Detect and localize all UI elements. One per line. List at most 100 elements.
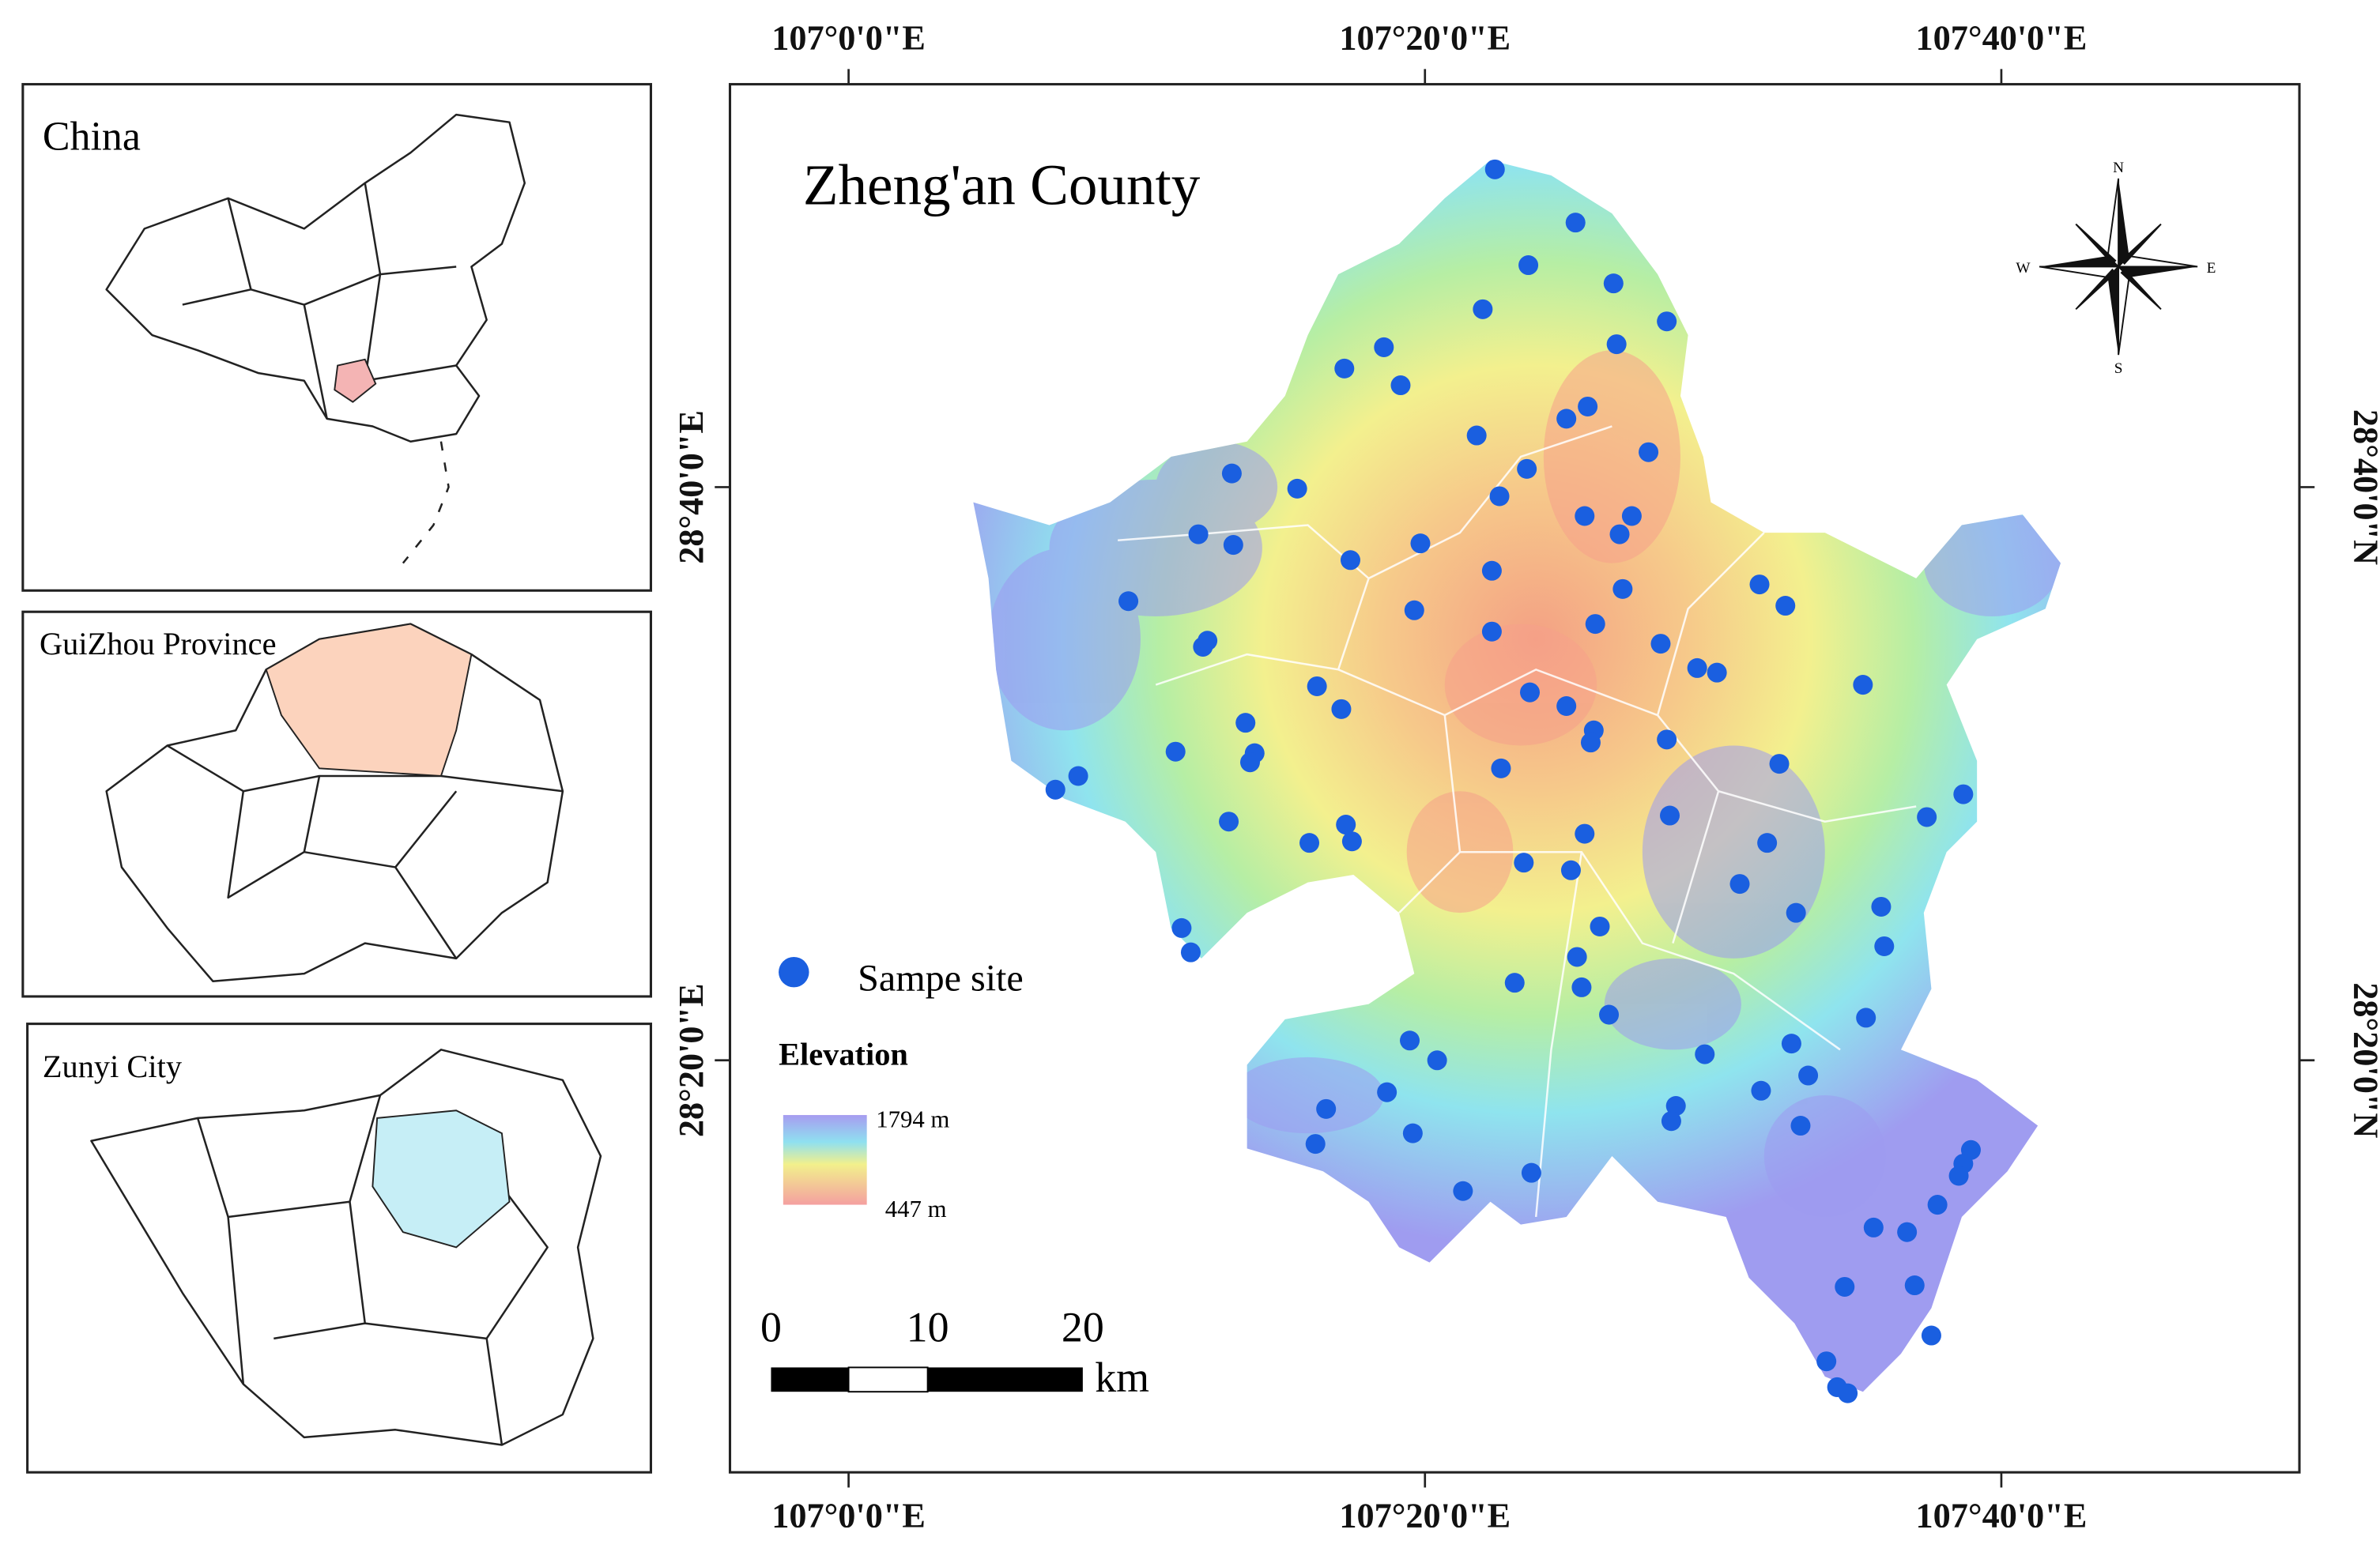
sample-site <box>1180 942 1201 962</box>
scale-bar <box>771 1366 1083 1393</box>
sample-site <box>1650 634 1671 654</box>
sample-site <box>1521 1162 1541 1183</box>
sample-site <box>1518 255 1539 276</box>
sample-site <box>1590 916 1610 936</box>
elevation-ramp <box>783 1115 867 1205</box>
legend-label: Sampe site <box>858 957 1024 999</box>
inset-frame <box>26 1023 652 1474</box>
lowland-patch <box>1444 623 1597 746</box>
south-sea-islands <box>402 441 450 564</box>
highland-patch <box>1604 958 1741 1050</box>
sample-site <box>1334 358 1355 379</box>
sample-site <box>1336 815 1356 835</box>
zhengan-highlight <box>372 1109 511 1249</box>
sample-site <box>1484 159 1505 179</box>
sample-site <box>1068 766 1088 786</box>
sample-site <box>1198 631 1218 651</box>
sample-site <box>1118 591 1139 612</box>
sample-site <box>1578 396 1598 416</box>
sample-site <box>1165 741 1186 762</box>
sample-site <box>1953 784 1974 804</box>
county-area <box>973 160 2061 1392</box>
sample-site <box>1410 533 1431 554</box>
sample-site <box>1863 1217 1884 1237</box>
sample-site <box>1621 506 1642 526</box>
sample-site <box>1390 375 1411 396</box>
sample-site <box>1045 779 1066 800</box>
sample-site <box>1853 675 1873 695</box>
zunyi-highlight <box>265 623 473 778</box>
inset-frame <box>21 83 652 592</box>
sample-site <box>1603 273 1624 294</box>
scale-unit: km <box>1095 1354 1149 1401</box>
legend-title: Elevation <box>779 1037 908 1072</box>
sample-site <box>1749 574 1770 595</box>
scale-label: 0 <box>760 1304 782 1351</box>
sample-site <box>1489 486 1510 507</box>
sample-site <box>1374 337 1394 357</box>
sample-site <box>1695 1044 1715 1064</box>
guizhou-prefectures <box>166 744 564 959</box>
longitude-label: 107°20'0"E <box>1339 1496 1511 1535</box>
inset-title: China <box>43 114 141 159</box>
sample-site <box>1466 425 1487 446</box>
sample-site <box>1660 805 1680 826</box>
sample-site <box>1560 860 1581 880</box>
sample-site <box>1519 682 1541 703</box>
scale-label: 10 <box>907 1304 949 1351</box>
legend-site-symbol <box>779 956 809 988</box>
sample-site <box>1606 334 1627 355</box>
sample-site <box>1400 1030 1420 1051</box>
sample-site <box>1235 713 1256 733</box>
sample-site <box>1556 695 1577 717</box>
inset-title: Zunyi City <box>43 1049 183 1084</box>
sample-site <box>1402 1123 1423 1143</box>
sample-site <box>1171 917 1192 938</box>
sample-site <box>1609 524 1630 544</box>
latitude-label: 28°20'0"E <box>672 983 711 1137</box>
compass-letter: E <box>2207 260 2216 277</box>
sample-site <box>1571 977 1592 997</box>
sample-site <box>1287 478 1307 499</box>
sample-site <box>1757 833 1778 853</box>
sample-site <box>1790 1116 1811 1136</box>
sample-site <box>1481 621 1502 642</box>
sample-sites <box>1045 159 1981 1403</box>
map-frame <box>728 83 2301 1474</box>
china-outline <box>105 113 526 443</box>
sample-site <box>1307 676 1327 696</box>
compass-letter: N <box>2113 160 2124 176</box>
highland-patch <box>1763 1095 1886 1217</box>
sample-site <box>1223 535 1243 556</box>
sample-site <box>1612 578 1633 599</box>
sample-site <box>1575 506 1595 526</box>
sample-site <box>1769 754 1790 774</box>
latitude-label: 28°20'0"N <box>2346 982 2380 1138</box>
sample-site <box>1657 729 1677 750</box>
sample-site <box>1856 1008 1876 1028</box>
sample-site <box>1221 463 1242 484</box>
sample-site <box>1565 213 1586 233</box>
sample-site <box>1665 1095 1686 1117</box>
sample-site <box>1517 458 1537 479</box>
sample-site <box>1491 758 1511 778</box>
sample-site <box>1838 1383 1858 1403</box>
sample-site <box>1341 831 1362 852</box>
sample-site <box>1481 560 1502 581</box>
sample-site <box>1786 902 1806 923</box>
longitude-label: 107°0'0"E <box>771 18 926 57</box>
highland-patches <box>988 350 2061 1217</box>
highland-patch <box>1156 441 1278 533</box>
inset-frame <box>21 610 652 998</box>
sample-site <box>1661 1111 1681 1132</box>
highland-patch <box>1923 510 2061 616</box>
guizhou-outline <box>105 623 564 982</box>
legend-label: 447 m <box>885 1196 947 1222</box>
longitude-label: 107°40'0"E <box>1916 1496 2088 1535</box>
compass-letter: S <box>2114 360 2123 377</box>
sample-site <box>1305 1134 1326 1155</box>
county-elevation <box>973 160 2061 1392</box>
sample-site <box>1657 311 1677 332</box>
